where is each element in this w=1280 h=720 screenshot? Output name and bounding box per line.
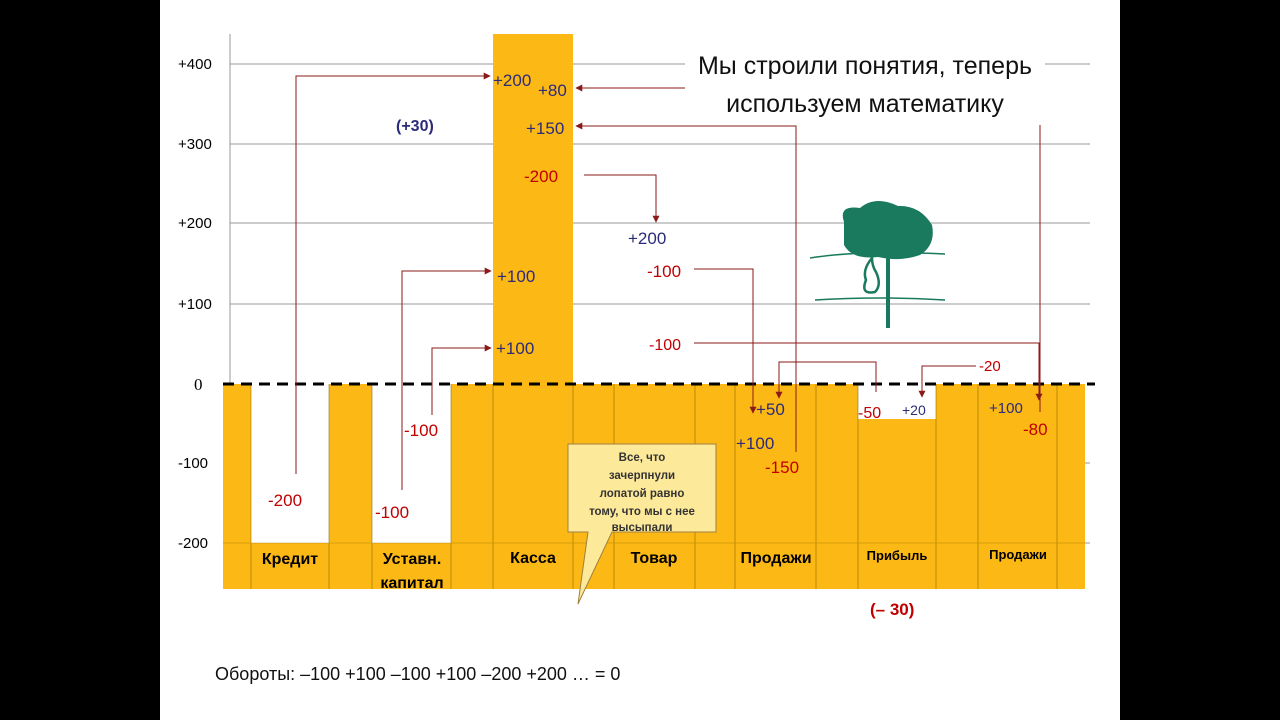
column-labels-small: Прибыль Продажи <box>867 547 1047 563</box>
val-kassa-plus200: +200 <box>493 71 531 90</box>
title-line-2: используем математику <box>726 90 1004 118</box>
val-ustav-minus100-b: -100 <box>404 421 438 440</box>
pribyl-cutout <box>858 384 936 419</box>
callout-line-3: лопатой равно <box>600 488 685 500</box>
arrow-ustav-kassa-1 <box>401 267 492 490</box>
col-pribyl: Прибыль <box>867 548 928 563</box>
slide: +400 +300 +200 +100 0 -100 -200 Кредит У <box>160 0 1120 720</box>
val-pribyl-minus20: -20 <box>979 358 1001 375</box>
col-ustav-2: капитал <box>380 575 443 592</box>
val-prod-plus100: +100 <box>736 434 774 453</box>
val-kassa-plus100-a: +100 <box>497 267 535 286</box>
arrow-pribyl-minus20 <box>918 365 976 398</box>
val-prod2-minus80: -80 <box>1023 420 1048 439</box>
arrow-tovar-prod <box>694 268 757 414</box>
tick-0: 0 <box>194 375 203 394</box>
col-ustav-1: Уставн. <box>383 551 442 568</box>
column-labels: Кредит Уставн. капитал Касса Товар Прода… <box>262 550 812 592</box>
val-minus30: (– 30) <box>870 600 914 619</box>
arrow-kassa-tovar <box>584 174 660 223</box>
t-account-diagram: +400 +300 +200 +100 0 -100 -200 Кредит У <box>178 34 1095 684</box>
val-kredit-minus200: -200 <box>268 491 302 510</box>
val-pribyl-minus50: -50 <box>858 405 881 422</box>
value-labels: +200 +80 (+30) +150 -200 +200 +100 +100 … <box>268 71 1048 619</box>
tick-100: +100 <box>178 296 212 313</box>
callout: Все, что зачерпнули лопатой равно тому, … <box>567 443 717 605</box>
callout-line-1: Все, что <box>619 452 666 464</box>
title-bg <box>685 44 1045 124</box>
arrow-tovar-prod2 <box>694 342 1043 401</box>
val-kassa-plus150: +150 <box>526 119 564 138</box>
tick-minus200: -200 <box>178 535 208 552</box>
val-prod-plus50: +50 <box>756 400 785 419</box>
val-kassa-plus80: +80 <box>538 81 567 100</box>
val-pribyl-plus20: +20 <box>902 402 926 418</box>
val-ustav-minus100: -100 <box>375 503 409 522</box>
turnover-footer: Обороты: –100 +100 –100 +100 –200 +200 …… <box>215 664 620 684</box>
val-plus30: (+30) <box>396 118 434 135</box>
flow-arrows <box>295 72 1043 490</box>
val-kassa-minus200: -200 <box>524 167 558 186</box>
col-tovar: Товар <box>631 550 678 567</box>
ustav-cutout <box>372 384 451 543</box>
col-prodazhi: Продажи <box>740 550 811 567</box>
kassa-column <box>493 34 573 384</box>
col-kassa: Касса <box>510 550 556 567</box>
arrow-ustav-kassa-2 <box>431 344 492 415</box>
col-prodazhi-2: Продажи <box>989 547 1047 562</box>
arrow-kredit-kassa <box>295 72 491 474</box>
tick-minus100: -100 <box>178 455 208 472</box>
tick-400: +400 <box>178 56 212 73</box>
tree-doodle <box>809 200 946 328</box>
val-kassa-plus100-b: +100 <box>496 339 534 358</box>
callout-line-5: высыпали <box>612 522 673 534</box>
callout-line-4: тому, что мы с нее <box>589 506 695 518</box>
slide-title: Мы строили понятия, теперь используем ма… <box>698 52 1032 118</box>
y-tick-labels: +400 +300 +200 +100 0 -100 -200 <box>178 56 212 552</box>
callout-line-2: зачерпнули <box>609 470 675 482</box>
val-tovar-plus200: +200 <box>628 229 666 248</box>
title-line-1: Мы строили понятия, теперь <box>698 52 1032 80</box>
callout-text: Все, что зачерпнули лопатой равно тому, … <box>589 452 695 534</box>
col-kredit: Кредит <box>262 551 318 568</box>
tick-200: +200 <box>178 215 212 232</box>
kredit-cutout <box>251 384 329 543</box>
val-tovar-minus100-b: -100 <box>649 337 681 354</box>
arrow-pribyl-prod <box>775 361 877 399</box>
val-prod-minus150: -150 <box>765 458 799 477</box>
val-prod2-plus100: +100 <box>989 400 1023 417</box>
tick-300: +300 <box>178 136 212 153</box>
val-tovar-minus100-a: -100 <box>647 262 681 281</box>
